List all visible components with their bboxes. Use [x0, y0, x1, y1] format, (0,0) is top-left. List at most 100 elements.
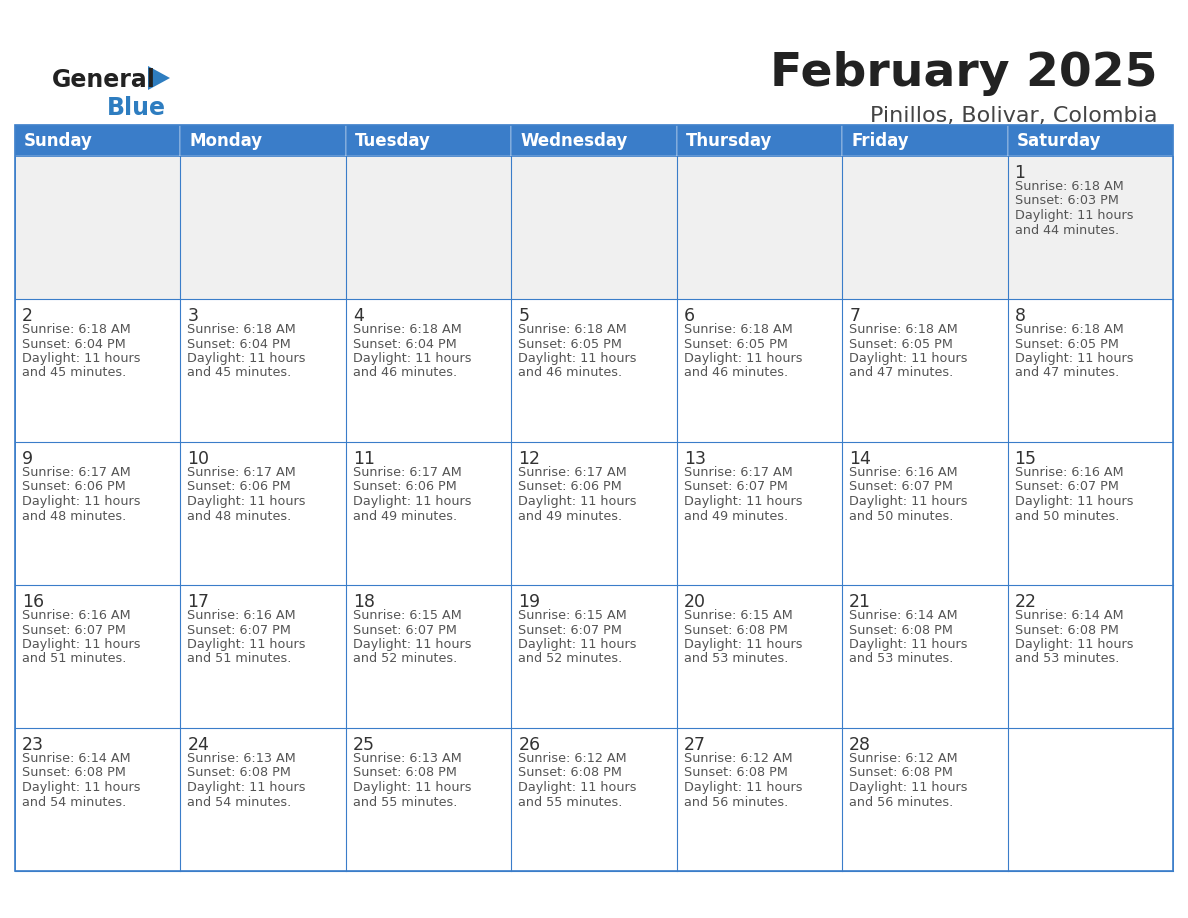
- Text: Sunset: 6:06 PM: Sunset: 6:06 PM: [188, 480, 291, 494]
- Text: Blue: Blue: [107, 96, 166, 120]
- Bar: [842, 585, 1007, 728]
- Text: Sunset: 6:07 PM: Sunset: 6:07 PM: [1015, 480, 1118, 494]
- Bar: [346, 728, 511, 871]
- Text: Sunset: 6:08 PM: Sunset: 6:08 PM: [684, 623, 788, 636]
- Text: and 46 minutes.: and 46 minutes.: [518, 366, 623, 379]
- Text: Sunrise: 6:14 AM: Sunrise: 6:14 AM: [1015, 609, 1123, 622]
- Text: Daylight: 11 hours: Daylight: 11 hours: [684, 638, 802, 651]
- Bar: [1007, 728, 1173, 871]
- Text: Sunrise: 6:17 AM: Sunrise: 6:17 AM: [188, 466, 296, 479]
- Text: Sunrise: 6:18 AM: Sunrise: 6:18 AM: [1015, 323, 1124, 336]
- Text: Sunset: 6:07 PM: Sunset: 6:07 PM: [849, 480, 953, 494]
- Text: Sunrise: 6:15 AM: Sunrise: 6:15 AM: [353, 609, 462, 622]
- Text: Sunset: 6:04 PM: Sunset: 6:04 PM: [353, 338, 456, 351]
- Bar: [1007, 442, 1173, 585]
- Text: 1: 1: [1015, 164, 1025, 182]
- Text: 12: 12: [518, 450, 541, 468]
- Text: 11: 11: [353, 450, 375, 468]
- Text: 14: 14: [849, 450, 871, 468]
- Text: Daylight: 11 hours: Daylight: 11 hours: [849, 638, 968, 651]
- Text: Sunset: 6:05 PM: Sunset: 6:05 PM: [849, 338, 953, 351]
- Text: Daylight: 11 hours: Daylight: 11 hours: [849, 781, 968, 794]
- Text: and 56 minutes.: and 56 minutes.: [849, 796, 954, 809]
- Text: Sunset: 6:06 PM: Sunset: 6:06 PM: [353, 480, 456, 494]
- Text: Sunset: 6:04 PM: Sunset: 6:04 PM: [23, 338, 126, 351]
- Text: Daylight: 11 hours: Daylight: 11 hours: [353, 352, 472, 365]
- Bar: [1007, 156, 1173, 299]
- Bar: [1007, 125, 1173, 156]
- Bar: [677, 442, 842, 585]
- Text: Sunset: 6:06 PM: Sunset: 6:06 PM: [23, 480, 126, 494]
- Text: General: General: [52, 68, 156, 92]
- Text: Sunrise: 6:15 AM: Sunrise: 6:15 AM: [684, 609, 792, 622]
- Text: Sunrise: 6:17 AM: Sunrise: 6:17 AM: [684, 466, 792, 479]
- Text: Daylight: 11 hours: Daylight: 11 hours: [518, 495, 637, 508]
- Text: Daylight: 11 hours: Daylight: 11 hours: [23, 781, 140, 794]
- Bar: [15, 299, 181, 442]
- Text: Daylight: 11 hours: Daylight: 11 hours: [849, 495, 968, 508]
- Bar: [842, 728, 1007, 871]
- Bar: [1007, 585, 1173, 728]
- Text: Sunset: 6:08 PM: Sunset: 6:08 PM: [849, 767, 953, 779]
- Text: Sunrise: 6:18 AM: Sunrise: 6:18 AM: [684, 323, 792, 336]
- Text: and 48 minutes.: and 48 minutes.: [188, 509, 292, 522]
- Text: Sunrise: 6:16 AM: Sunrise: 6:16 AM: [1015, 466, 1123, 479]
- Text: Sunrise: 6:16 AM: Sunrise: 6:16 AM: [849, 466, 958, 479]
- Text: and 50 minutes.: and 50 minutes.: [1015, 509, 1119, 522]
- Bar: [677, 585, 842, 728]
- Text: Daylight: 11 hours: Daylight: 11 hours: [684, 781, 802, 794]
- Text: Sunrise: 6:12 AM: Sunrise: 6:12 AM: [684, 752, 792, 765]
- Bar: [511, 442, 677, 585]
- Text: Wednesday: Wednesday: [520, 131, 627, 150]
- Text: 27: 27: [684, 736, 706, 754]
- Text: 5: 5: [518, 307, 530, 325]
- Text: and 48 minutes.: and 48 minutes.: [23, 509, 126, 522]
- Text: and 56 minutes.: and 56 minutes.: [684, 796, 788, 809]
- Text: Daylight: 11 hours: Daylight: 11 hours: [188, 352, 307, 365]
- Text: Sunset: 6:08 PM: Sunset: 6:08 PM: [849, 623, 953, 636]
- Text: Sunset: 6:03 PM: Sunset: 6:03 PM: [1015, 195, 1118, 207]
- Text: Daylight: 11 hours: Daylight: 11 hours: [23, 638, 140, 651]
- Text: Sunset: 6:05 PM: Sunset: 6:05 PM: [518, 338, 623, 351]
- Text: Sunrise: 6:16 AM: Sunrise: 6:16 AM: [23, 609, 131, 622]
- Bar: [346, 585, 511, 728]
- Text: Daylight: 11 hours: Daylight: 11 hours: [188, 781, 307, 794]
- Text: Sunrise: 6:14 AM: Sunrise: 6:14 AM: [849, 609, 958, 622]
- Text: Daylight: 11 hours: Daylight: 11 hours: [849, 352, 968, 365]
- Text: Sunrise: 6:16 AM: Sunrise: 6:16 AM: [188, 609, 296, 622]
- Bar: [511, 156, 677, 299]
- Text: Daylight: 11 hours: Daylight: 11 hours: [684, 352, 802, 365]
- Text: Sunset: 6:08 PM: Sunset: 6:08 PM: [518, 767, 623, 779]
- Text: 6: 6: [684, 307, 695, 325]
- Text: Daylight: 11 hours: Daylight: 11 hours: [23, 352, 140, 365]
- Text: and 47 minutes.: and 47 minutes.: [849, 366, 954, 379]
- Text: Sunrise: 6:15 AM: Sunrise: 6:15 AM: [518, 609, 627, 622]
- Text: Daylight: 11 hours: Daylight: 11 hours: [1015, 495, 1133, 508]
- Text: Daylight: 11 hours: Daylight: 11 hours: [353, 495, 472, 508]
- Text: 20: 20: [684, 593, 706, 611]
- Text: Sunday: Sunday: [24, 131, 93, 150]
- Text: and 53 minutes.: and 53 minutes.: [849, 653, 954, 666]
- Bar: [842, 442, 1007, 585]
- Text: and 47 minutes.: and 47 minutes.: [1015, 366, 1119, 379]
- Text: Sunset: 6:08 PM: Sunset: 6:08 PM: [684, 767, 788, 779]
- Bar: [181, 442, 346, 585]
- Bar: [15, 125, 181, 156]
- Bar: [677, 156, 842, 299]
- Text: Sunrise: 6:18 AM: Sunrise: 6:18 AM: [188, 323, 296, 336]
- Text: 18: 18: [353, 593, 375, 611]
- Text: Sunset: 6:08 PM: Sunset: 6:08 PM: [23, 767, 126, 779]
- Bar: [181, 125, 346, 156]
- Text: and 54 minutes.: and 54 minutes.: [23, 796, 126, 809]
- Text: Sunrise: 6:18 AM: Sunrise: 6:18 AM: [849, 323, 958, 336]
- Text: and 44 minutes.: and 44 minutes.: [1015, 223, 1119, 237]
- Text: Daylight: 11 hours: Daylight: 11 hours: [518, 352, 637, 365]
- Text: 19: 19: [518, 593, 541, 611]
- Text: Daylight: 11 hours: Daylight: 11 hours: [353, 781, 472, 794]
- Bar: [181, 585, 346, 728]
- Bar: [511, 125, 677, 156]
- Text: 17: 17: [188, 593, 209, 611]
- Text: Daylight: 11 hours: Daylight: 11 hours: [23, 495, 140, 508]
- Text: Daylight: 11 hours: Daylight: 11 hours: [1015, 638, 1133, 651]
- Text: Sunrise: 6:18 AM: Sunrise: 6:18 AM: [1015, 180, 1124, 193]
